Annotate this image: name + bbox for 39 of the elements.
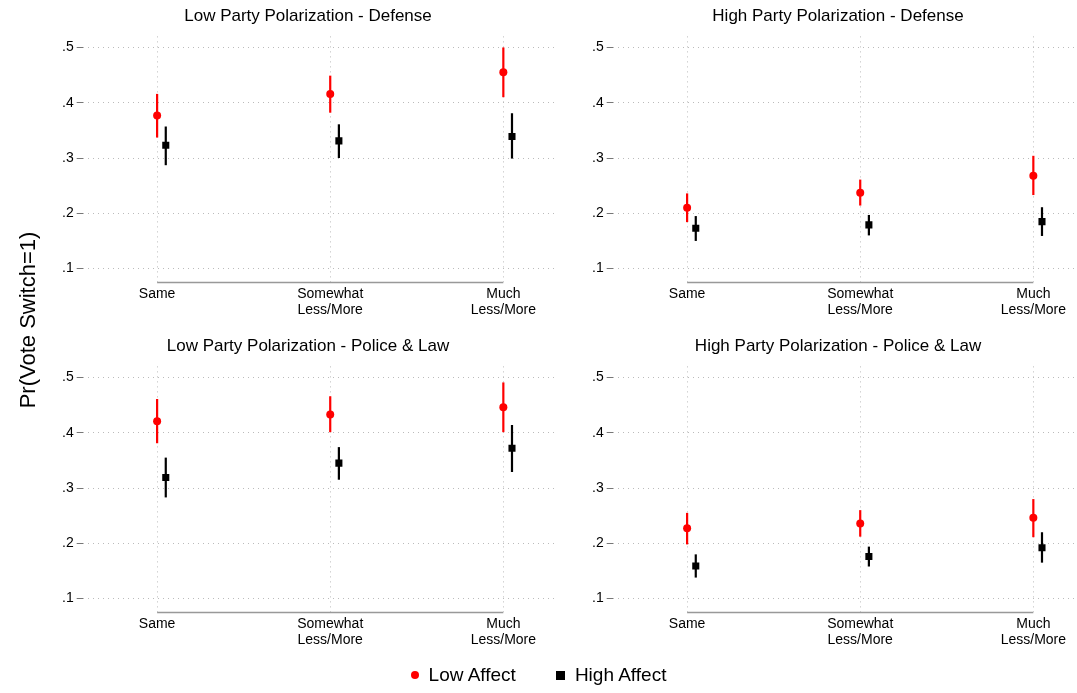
x-tick-label: Much Less/More bbox=[1000, 614, 1067, 648]
y-tick-label: .4 bbox=[591, 423, 604, 440]
chart-title: High Party Polarization - Defense bbox=[712, 5, 964, 25]
y-tick-label: .3 bbox=[591, 478, 604, 495]
y-tick-label: .1 bbox=[61, 589, 74, 606]
y-tick-label: .2 bbox=[61, 204, 74, 221]
y-tick-label: .2 bbox=[591, 534, 604, 551]
y-tick-label: .3 bbox=[61, 148, 74, 165]
y-tick-label: .5 bbox=[61, 368, 74, 385]
y-tick-label: .1 bbox=[591, 259, 604, 276]
x-tick-label: Somewhat Less/More bbox=[297, 284, 364, 318]
x-tick-label: Same bbox=[668, 614, 706, 631]
y-tick-label: .5 bbox=[591, 38, 604, 55]
y-tick-label: .5 bbox=[591, 368, 604, 385]
x-tick-label: Same bbox=[138, 614, 176, 631]
y-tick-label: .1 bbox=[591, 589, 604, 606]
chart-title: High Party Polarization - Police & Law bbox=[694, 335, 982, 355]
x-tick-label: Much Less/More bbox=[470, 614, 537, 648]
x-tick-label: Much Less/More bbox=[1000, 284, 1067, 318]
x-tick-label: Much Less/More bbox=[470, 284, 537, 318]
x-tick-label: Same bbox=[138, 284, 176, 301]
y-tick-label: .3 bbox=[591, 148, 604, 165]
y-tick-label: .4 bbox=[591, 93, 604, 110]
x-tick-label: Somewhat Less/More bbox=[297, 614, 364, 648]
x-tick-label: Somewhat Less/More bbox=[827, 284, 894, 318]
legend-label: Low Affect bbox=[428, 664, 516, 686]
y-tick-label: .4 bbox=[61, 423, 74, 440]
y-tick-label: .2 bbox=[591, 204, 604, 221]
chart-title: Low Party Polarization - Defense bbox=[184, 5, 432, 25]
y-tick-label: .5 bbox=[61, 38, 74, 55]
y-tick-label: .4 bbox=[61, 93, 74, 110]
x-tick-label: Same bbox=[668, 284, 706, 301]
y-tick-label: .3 bbox=[61, 478, 74, 495]
chart-title: Low Party Polarization - Police & Law bbox=[166, 335, 450, 355]
y-tick-label: .1 bbox=[61, 259, 74, 276]
y-tick-label: .2 bbox=[61, 534, 74, 551]
y-axis-title: Pr(Vote Switch=1) bbox=[15, 231, 41, 409]
x-tick-label: Somewhat Less/More bbox=[827, 614, 894, 648]
legend-label: High Affect bbox=[574, 664, 667, 686]
